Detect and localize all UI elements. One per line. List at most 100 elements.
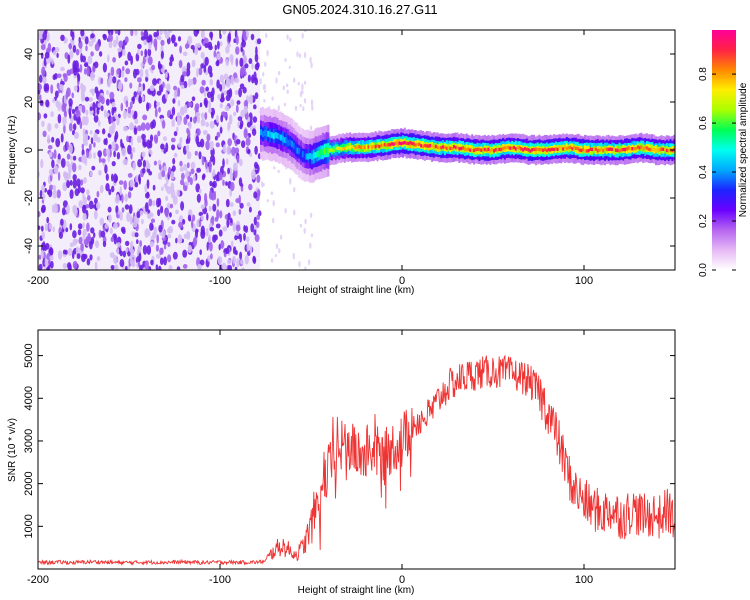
noise-speckle [177,100,181,107]
noise-speckle [108,125,114,135]
noise-speckle [238,208,242,215]
noise-speckle [139,68,144,78]
noise-speckle [96,202,101,210]
noise-speckle [216,131,221,138]
ridge-cell [560,146,563,150]
ridge-cell [485,148,488,152]
noise-speckle [272,217,275,224]
noise-speckle [236,258,240,268]
x-tick-label: -200 [27,574,49,586]
noise-speckle [118,40,124,48]
noise-speckle [184,181,190,186]
ridge-cell [465,148,468,152]
noise-speckle [217,256,223,265]
noise-speckle [256,62,260,68]
noise-speckle [60,218,64,226]
noise-speckle [125,68,131,75]
ridge-cell [263,130,266,136]
noise-speckle [253,104,257,110]
noise-speckle [225,158,229,165]
noise-speckle [116,242,121,247]
noise-speckle [99,217,105,226]
noise-speckle [263,89,267,93]
colorbar-tick-label: 0.6 [698,116,709,130]
noise-speckle [179,45,183,54]
noise-speckle [134,117,139,125]
noise-speckle [138,96,143,104]
noise-speckle [192,237,197,247]
noise-speckle [124,60,129,66]
noise-speckle [173,152,178,158]
ridge-cell [422,144,424,148]
noise-speckle [227,138,232,147]
noise-speckle [123,109,127,120]
noise-speckle [262,84,266,91]
ridge-cell [574,146,577,151]
ridge-cell [382,143,384,148]
noise-speckle [180,74,185,83]
noise-speckle [124,204,130,210]
noise-speckle [187,244,193,254]
ridge-cell [374,144,377,149]
noise-speckle [127,106,132,114]
ridge-cell [636,145,639,149]
noise-speckle [256,221,260,228]
noise-speckle [78,236,83,245]
noise-speckle [56,189,61,199]
noise-speckle [155,244,159,252]
ridge-cell [567,146,570,150]
noise-speckle [68,143,73,154]
y-tick-label: -40 [23,238,35,254]
noise-speckle [199,86,205,94]
noise-speckle [136,211,141,219]
noise-speckle [275,243,279,250]
noise-speckle [304,266,307,270]
noise-speckle [93,132,98,142]
noise-speckle [116,247,120,255]
ridge-cell [507,145,510,150]
noise-speckle [226,42,231,48]
noise-speckle [93,152,96,159]
ridge-cell [301,151,304,158]
noise-speckle [149,134,154,143]
noise-speckle [172,251,178,260]
snr-series-group [38,354,675,566]
ridge-cell [445,146,448,151]
noise-speckle [197,263,202,270]
ridge-cell [423,143,426,148]
noise-speckle [192,77,197,85]
noise-speckle [232,210,237,217]
noise-speckle [172,157,176,165]
noise-speckle [166,83,171,92]
noise-speckle [212,203,217,212]
noise-speckle [60,158,66,168]
noise-speckle [105,173,109,181]
snr-y-axis-label: SNR (10 * v/v) [7,418,18,482]
ridge-cell [534,147,537,152]
ridge-cell [558,146,561,150]
noise-speckle [86,189,90,196]
noise-speckle [154,100,157,109]
ridge-cell [469,148,472,152]
noise-speckle [233,162,238,172]
ridge-cell [332,148,335,153]
noise-speckle [219,41,223,47]
noise-speckle [209,71,213,78]
ridge-cell [474,147,477,152]
noise-speckle [184,43,189,49]
noise-speckle [100,230,106,238]
noise-speckle [191,59,196,68]
noise-speckle [161,120,166,129]
noise-speckle [40,249,44,260]
noise-speckle [73,85,78,92]
noise-speckle [253,191,258,199]
noise-speckle [85,204,90,209]
noise-speckle [161,170,166,178]
noise-speckle [164,31,170,40]
ridge-cell [458,147,461,151]
ridge-cell [292,142,295,149]
noise-speckle [67,164,72,174]
noise-speckle [216,79,220,89]
noise-speckle [121,193,124,204]
noise-speckle [109,252,115,259]
